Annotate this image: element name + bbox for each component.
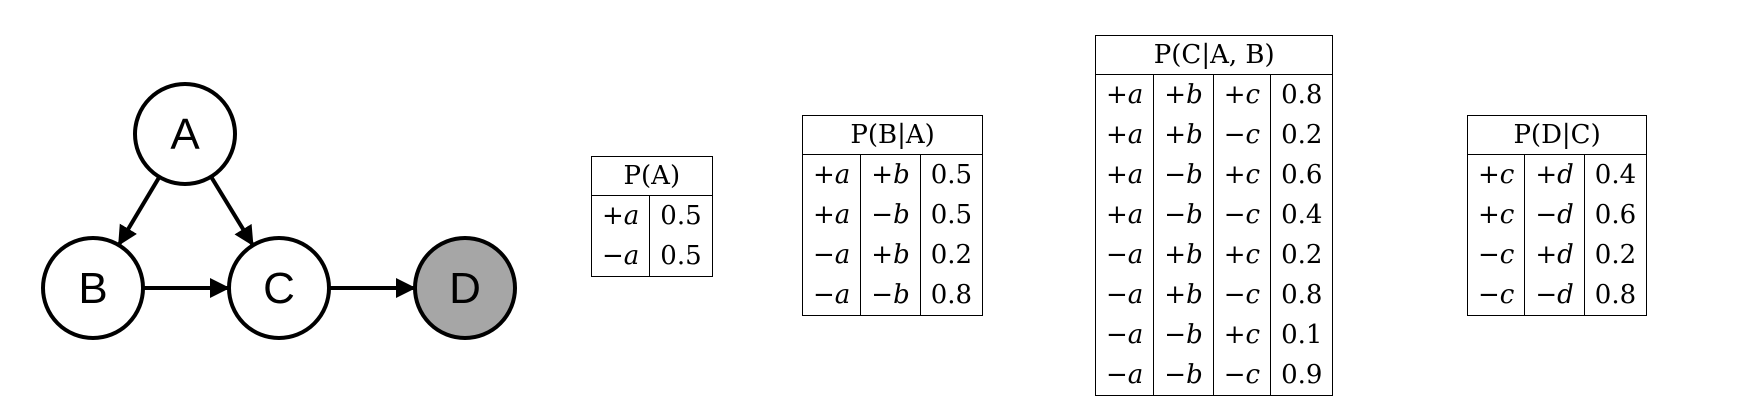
probability-cell: 0.5	[919, 154, 984, 195]
probability-cell: 0.8	[919, 275, 984, 316]
assignment-cell: −c	[1212, 275, 1272, 315]
assignment-cell: +b	[860, 235, 921, 275]
probability-cell: 0.2	[919, 235, 984, 275]
assignment-cell: +b	[1153, 235, 1214, 275]
table-row: −a −b −c 0.9	[1094, 355, 1334, 396]
table-p-a: P(A) +a 0.5 −a 0.5	[590, 156, 713, 277]
probability-cell: 0.8	[1270, 74, 1334, 115]
assignment-cell: +c	[1212, 155, 1272, 195]
assignment-cell: −a	[801, 275, 862, 316]
table-row: +a −b +c 0.6	[1094, 155, 1334, 195]
assignment-cell: −c	[1212, 355, 1272, 396]
assignment-cell: +d	[1524, 154, 1585, 195]
assignment-cell: −b	[1153, 195, 1214, 235]
table-row: −c −d 0.8	[1466, 275, 1648, 316]
probability-cell: 0.1	[1270, 315, 1334, 355]
table-title: P(B|A)	[801, 115, 984, 155]
edge-a-to-c	[209, 175, 255, 247]
assignment-cell: +a	[590, 195, 651, 236]
assignment-cell: +c	[1212, 74, 1272, 115]
probability-cell: 0.2	[1270, 235, 1334, 275]
table-row: −a −b +c 0.1	[1094, 315, 1334, 355]
assignment-cell: +a	[1094, 155, 1155, 195]
assignment-cell: +a	[801, 154, 862, 195]
table-row: −a +b 0.2	[801, 235, 984, 275]
node-label-b: B	[78, 264, 107, 313]
table-row: +c +d 0.4	[1466, 154, 1648, 195]
table-row: +a +b −c 0.2	[1094, 115, 1334, 155]
node-a	[133, 82, 237, 186]
assignment-cell: +a	[1094, 74, 1155, 115]
assignment-cell: +d	[1524, 235, 1585, 275]
table-p-d-given-c: P(D|C) +c +d 0.4 +c −d 0.6 −c +d 0.2 −c −d 0.8	[1466, 115, 1648, 316]
assignment-cell: +b	[1153, 74, 1214, 115]
assignment-cell: +a	[1094, 115, 1155, 155]
assignment-cell: −c	[1466, 235, 1526, 275]
table-row: +a +b 0.5	[801, 154, 984, 195]
table-row: +a −b −c 0.4	[1094, 195, 1334, 235]
table-row: +a +b +c 0.8	[1094, 74, 1334, 115]
probability-cell: 0.8	[1270, 275, 1334, 315]
table-row: −a 0.5	[590, 236, 713, 277]
node-d	[413, 236, 517, 340]
table-row: −c +d 0.2	[1466, 235, 1648, 275]
probability-cell: 0.5	[649, 195, 713, 236]
node-c	[227, 236, 331, 340]
assignment-cell: −a	[1094, 315, 1155, 355]
assignment-cell: −d	[1524, 195, 1585, 235]
assignment-cell: +c	[1212, 315, 1272, 355]
table-row: +a −b 0.5	[801, 195, 984, 235]
table-row: +a 0.5	[590, 195, 713, 236]
probability-cell: 0.8	[1583, 275, 1648, 316]
assignment-cell: −b	[1153, 155, 1214, 195]
probability-cell: 0.2	[1270, 115, 1334, 155]
assignment-cell: −c	[1212, 195, 1272, 235]
node-label-d: D	[449, 264, 481, 313]
assignment-cell: +a	[1094, 195, 1155, 235]
probability-cell: 0.9	[1270, 355, 1334, 396]
table-p-c-given-a-b: P(C|A, B) +a +b +c 0.8 +a +b −c 0.2 +a −b +c 0.6 +a −…	[1094, 35, 1334, 396]
assignment-cell: +c	[1212, 235, 1272, 275]
table-row: −a +b +c 0.2	[1094, 235, 1334, 275]
table-title: P(A)	[591, 156, 713, 196]
node-label-a: A	[170, 110, 200, 159]
assignment-cell: +b	[1153, 115, 1214, 155]
assignment-cell: −b	[1153, 315, 1214, 355]
assignment-cell: −d	[1524, 275, 1585, 316]
table-p-b-given-a: P(B|A) +a +b 0.5 +a −b 0.5 −a +b 0.2 −a −b 0.8	[801, 115, 984, 316]
assignment-cell: −c	[1212, 115, 1272, 155]
assignment-cell: +c	[1466, 195, 1526, 235]
probability-cell: 0.2	[1583, 235, 1648, 275]
table-title: P(C|A, B)	[1094, 35, 1334, 75]
table-row: +c −d 0.6	[1466, 195, 1648, 235]
assignment-cell: +c	[1466, 154, 1526, 195]
probability-cell: 0.5	[649, 236, 713, 277]
table-row: −a −b 0.8	[801, 275, 984, 316]
node-label-c: C	[263, 264, 295, 313]
assignment-cell: −b	[1153, 355, 1214, 396]
probability-cell: 0.6	[1270, 155, 1334, 195]
assignment-cell: −a	[590, 236, 651, 277]
probability-cell: 0.4	[1270, 195, 1334, 235]
table-title: P(D|C)	[1466, 115, 1648, 155]
assignment-cell: −a	[1094, 235, 1155, 275]
assignment-cell: −a	[801, 235, 862, 275]
probability-cell: 0.4	[1583, 154, 1648, 195]
assignment-cell: +b	[1153, 275, 1214, 315]
assignment-cell: −a	[1094, 355, 1155, 396]
assignment-cell: −b	[860, 275, 921, 316]
probability-cell: 0.6	[1583, 195, 1648, 235]
assignment-cell: +b	[860, 154, 921, 195]
probability-cell: 0.5	[919, 195, 984, 235]
assignment-cell: −c	[1466, 275, 1526, 316]
assignment-cell: −a	[1094, 275, 1155, 315]
bayes-net-graph: A B C D	[41, 82, 517, 340]
node-b	[41, 236, 145, 340]
assignment-cell: +a	[801, 195, 862, 235]
table-row: −a +b −c 0.8	[1094, 275, 1334, 315]
assignment-cell: −b	[860, 195, 921, 235]
edge-a-to-b	[117, 175, 162, 246]
